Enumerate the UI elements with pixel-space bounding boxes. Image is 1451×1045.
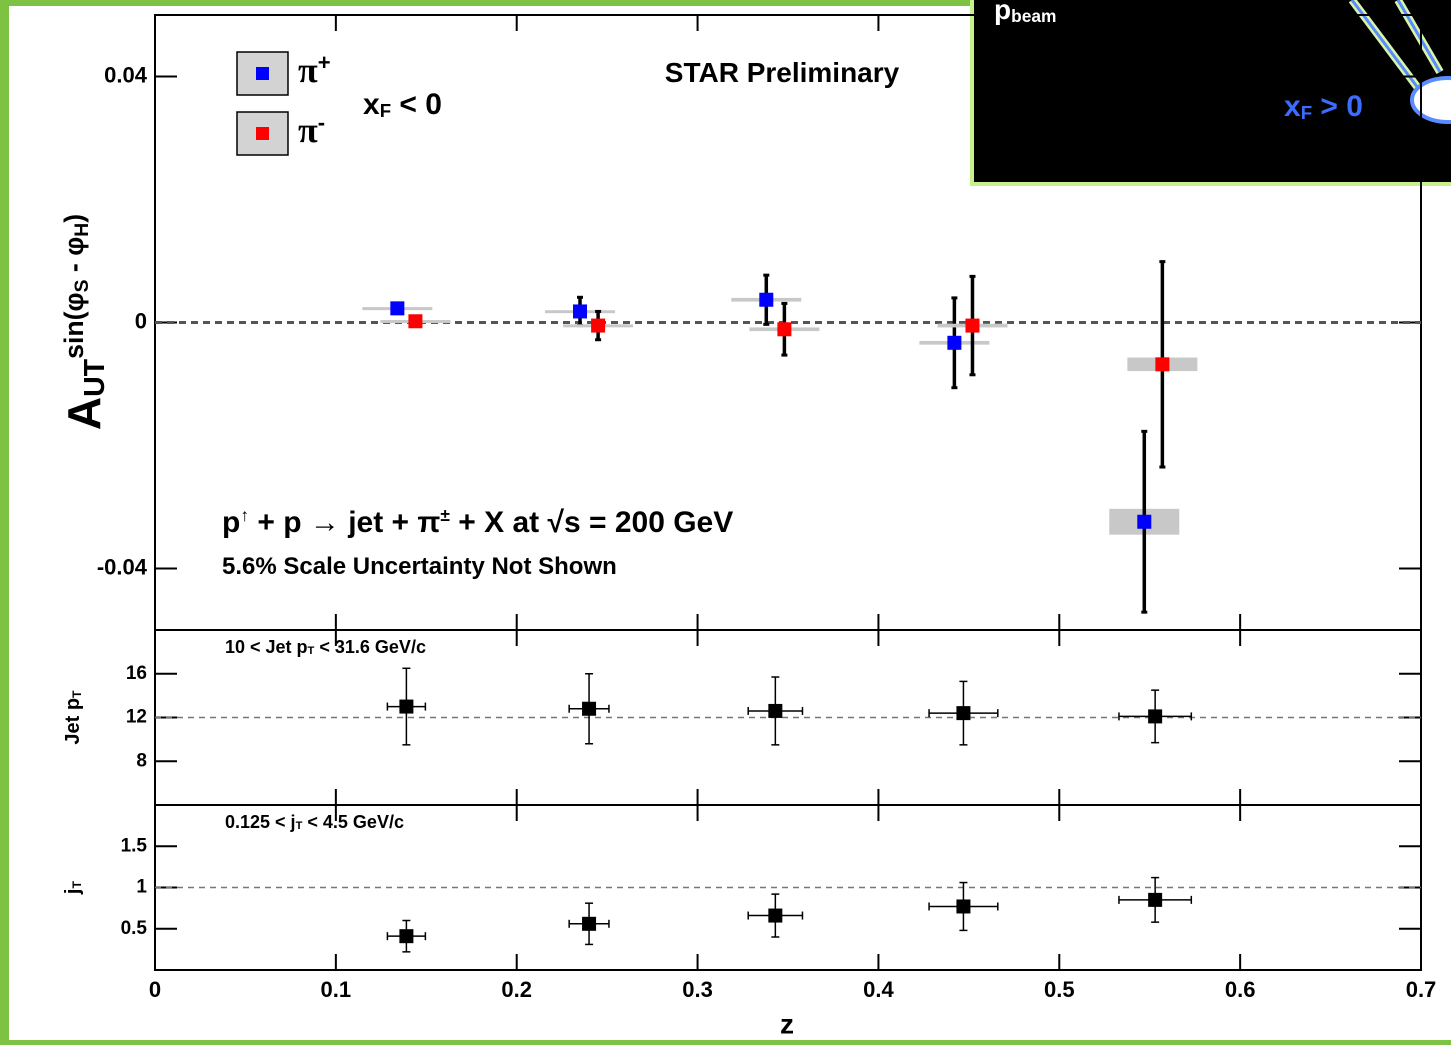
annotation-part: + X at √s = 200 GeV [450, 506, 733, 539]
marker [965, 318, 980, 333]
inset-label-part: p [994, 0, 1011, 25]
marker [956, 706, 971, 721]
x-axis-label: z [780, 1008, 794, 1039]
inset-label-part: > 0 [1312, 90, 1363, 123]
panel-label-part: < 31.6 GeV/c [314, 637, 426, 657]
y-tick-label: 1.5 [121, 835, 148, 856]
y-tick-label: 0 [135, 308, 147, 333]
marker [777, 322, 792, 337]
annotation-part: + p → jet + π [249, 506, 440, 539]
y-axis-label-part: - φ [59, 237, 89, 280]
x-tick-label: 0.1 [321, 977, 352, 1002]
marker [573, 304, 588, 319]
y-axis-label-part: T [70, 881, 84, 889]
legend-label: π+ [298, 50, 331, 90]
inset-box [970, 0, 1451, 186]
annotation: 5.6% Scale Uncertainty Not Shown [222, 553, 617, 580]
x-tick-label: 0.2 [501, 977, 532, 1002]
y-tick-label: 1 [136, 877, 147, 898]
inset-label: xF > 0 [1284, 90, 1363, 123]
inset-label-part: beam [1011, 6, 1056, 26]
x-tick-label: 0 [149, 977, 161, 1002]
x-tick-label: 0.3 [682, 977, 713, 1002]
panel-label: 0.125 < jT < 4.5 GeV/c [225, 812, 404, 833]
marker [1155, 357, 1170, 372]
legend-note: xF < 0 [363, 88, 442, 121]
inset-label-part: F [1301, 102, 1312, 123]
marker [759, 292, 774, 307]
inset-label-part: x [1284, 90, 1301, 123]
panel-label-part: T [296, 820, 303, 832]
y-axis-label: jT [62, 881, 84, 896]
y-axis-label-part: UT [79, 358, 111, 397]
y-axis-label-part: j [62, 889, 84, 896]
y-tick-label: 12 [126, 707, 147, 728]
marker [1148, 709, 1163, 724]
marker [582, 701, 597, 716]
marker [1148, 892, 1163, 907]
y-axis-label-part: Jet p [62, 698, 84, 745]
annotation-part: ↑ [240, 505, 249, 525]
legend-label-part: π [298, 110, 318, 150]
annotation-part: p [222, 506, 240, 539]
marker [768, 703, 783, 718]
marker [1137, 514, 1152, 529]
marker [399, 699, 414, 714]
x-tick-label: 0.5 [1044, 977, 1075, 1002]
marker [956, 899, 971, 914]
x-tick-label: 0.6 [1225, 977, 1256, 1002]
y-axis-label-part: ) [59, 214, 89, 223]
y-tick-label: 8 [136, 750, 147, 771]
y-tick-label: -0.04 [97, 554, 148, 579]
marker [408, 314, 423, 329]
panel-label-part: 0.125 < j [225, 812, 296, 832]
y-tick-label: 16 [126, 663, 147, 684]
panel-label-part: T [308, 645, 315, 657]
marker [399, 929, 414, 944]
legend-marker [256, 127, 269, 140]
annotation-part: ± [440, 505, 450, 525]
y-axis-label-part: S [72, 279, 93, 292]
panel-label: 10 < Jet pT < 31.6 GeV/c [225, 637, 426, 658]
y-axis-label-part: sin(φ [59, 292, 89, 359]
legend-note-part: < 0 [391, 88, 442, 121]
y-axis-label-part: T [70, 690, 84, 698]
chart-title: STAR Preliminary [665, 57, 900, 88]
x-tick-label: 0.4 [863, 977, 894, 1002]
border-bottom [0, 1040, 1451, 1045]
inset [970, 0, 1451, 186]
annotation-part: 5.6% Scale Uncertainty Not Shown [222, 553, 617, 580]
y-axis-label-part: A [58, 397, 110, 430]
y-axis-label: AUTsin(φS - φH) [58, 214, 111, 430]
marker [390, 301, 405, 316]
legend-label-part: π [298, 50, 318, 90]
chart-title-part: STAR Preliminary [665, 57, 900, 88]
legend-label: π- [298, 110, 325, 150]
panel-label-part: 10 < Jet p [225, 637, 308, 657]
y-tick-label: 0.04 [104, 62, 148, 87]
border-top [0, 0, 1451, 6]
panel-label-part: < 4.5 GeV/c [302, 812, 404, 832]
legend-note-part: F [380, 100, 391, 121]
x-tick-label: 0.7 [1406, 977, 1437, 1002]
marker [947, 335, 962, 350]
y-axis-label-part: H [72, 223, 93, 237]
inset-label: pbeam [994, 0, 1056, 26]
legend-note-part: x [363, 88, 380, 121]
annotation: p↑ + p → jet + π± + X at √s = 200 GeV [222, 505, 733, 539]
legend-label-part: - [318, 110, 325, 135]
legend-label-part: + [318, 50, 331, 75]
marker [591, 318, 606, 333]
y-tick-label: 0.5 [121, 918, 148, 939]
border-left [0, 0, 9, 1045]
y-axis-label: Jet pT [62, 690, 84, 745]
legend-marker [256, 67, 269, 80]
marker [768, 908, 783, 923]
marker [582, 916, 597, 931]
